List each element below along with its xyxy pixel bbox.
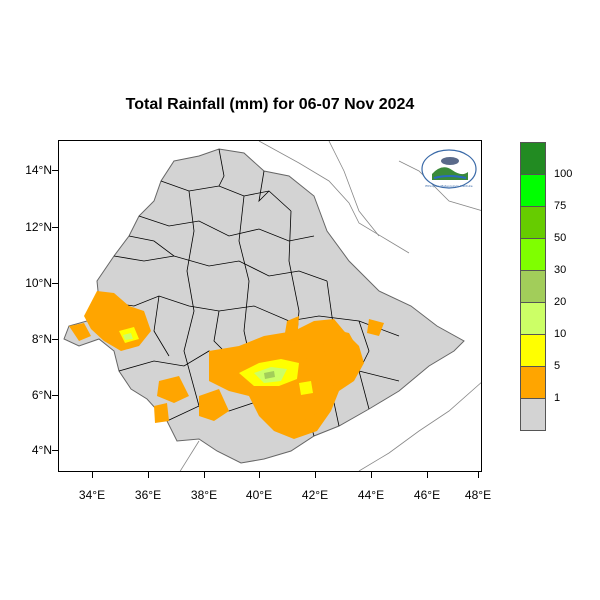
x-tick-mark — [148, 472, 149, 478]
legend-color-box — [520, 366, 546, 399]
x-tick-label: 36°E — [134, 488, 162, 502]
legend-label: 10 — [554, 328, 567, 340]
legend-label: 20 — [554, 296, 567, 308]
y-tick-mark — [52, 227, 58, 228]
legend-label: 30 — [554, 264, 567, 276]
legend-label: 50 — [554, 232, 567, 244]
legend-color-box — [520, 174, 546, 207]
y-tick-mark — [52, 283, 58, 284]
y-tick-mark — [52, 395, 58, 396]
legend-color-box — [520, 270, 546, 303]
legend-color-box — [520, 238, 546, 271]
x-tick-label: 34°E — [78, 488, 106, 502]
legend-colorbar — [520, 142, 546, 431]
legend-color-box — [520, 142, 546, 175]
legend-label: 5 — [554, 360, 561, 372]
x-tick-label: 38°E — [190, 488, 218, 502]
y-tick-mark — [52, 170, 58, 171]
legend-label: 1 — [554, 392, 561, 404]
y-tick-label: 8°N — [31, 332, 52, 346]
legend-color-box — [520, 302, 546, 335]
y-tick-mark — [52, 339, 58, 340]
x-tick-mark — [427, 472, 428, 478]
legend-label: 75 — [554, 200, 567, 212]
x-tick-label: 40°E — [245, 488, 273, 502]
x-tick-mark — [478, 472, 479, 478]
x-tick-label: 42°E — [301, 488, 329, 502]
legend-color-box — [520, 398, 546, 431]
legend-label: 100 — [554, 168, 573, 180]
y-tick-label: 6°N — [31, 388, 52, 402]
neighbor-borders — [179, 141, 481, 471]
legend-color-box — [520, 206, 546, 239]
y-tick-label: 14°N — [25, 163, 52, 177]
map-canvas — [63, 141, 481, 471]
x-tick-mark — [92, 472, 93, 478]
x-tick-label: 48°E — [464, 488, 492, 502]
y-tick-label: 4°N — [31, 443, 52, 457]
x-tick-mark — [204, 472, 205, 478]
x-tick-label: 44°E — [357, 488, 385, 502]
x-tick-mark — [315, 472, 316, 478]
x-tick-mark — [259, 472, 260, 478]
chart-title: Total Rainfall (mm) for 06-07 Nov 2024 — [125, 96, 415, 113]
y-tick-mark — [52, 450, 58, 451]
rainfall-map — [58, 140, 482, 472]
legend-color-box — [520, 334, 546, 367]
rain-20-30mm — [264, 371, 275, 379]
x-tick-mark — [371, 472, 372, 478]
logo-caption: Ethiopian Meteorology Institute — [425, 184, 472, 188]
x-tick-label: 46°E — [413, 488, 441, 502]
y-tick-label: 10°N — [25, 276, 52, 290]
institute-logo: Ethiopian Meteorology Institute — [421, 149, 477, 189]
y-tick-label: 12°N — [25, 220, 52, 234]
